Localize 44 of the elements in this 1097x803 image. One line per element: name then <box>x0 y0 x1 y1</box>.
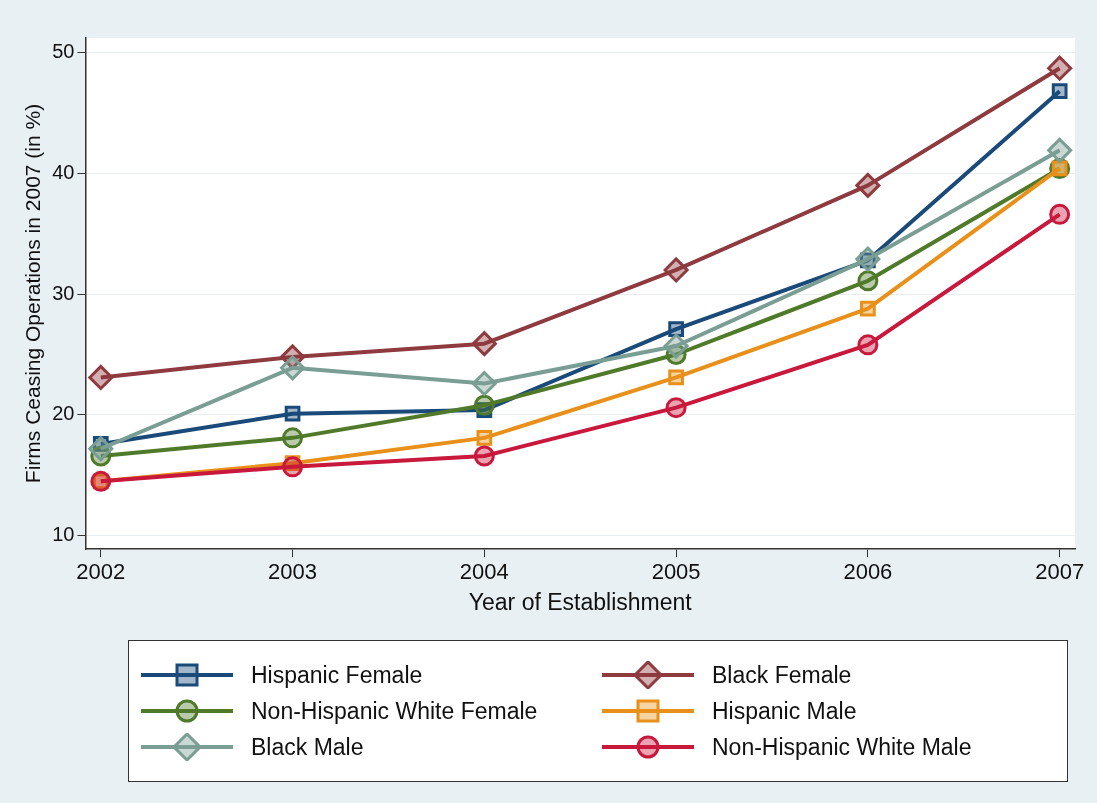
point <box>860 300 876 317</box>
point <box>1051 83 1068 100</box>
point <box>1049 203 1071 225</box>
y-tick-label: 40 <box>52 160 75 183</box>
point <box>471 371 497 396</box>
y-tick-label: 10 <box>52 523 75 546</box>
point <box>668 369 684 386</box>
x-tick-label: 2003 <box>268 559 318 585</box>
x-tick-label: 2007 <box>1035 559 1085 585</box>
point <box>663 333 689 359</box>
point <box>88 364 114 390</box>
point <box>665 397 687 419</box>
y-tick-label: 50 <box>52 40 75 63</box>
point <box>668 321 684 337</box>
point <box>476 430 493 446</box>
legend-label: Hispanic Male <box>712 697 857 725</box>
y-tick-label: 20 <box>52 402 75 425</box>
point <box>473 445 495 467</box>
y-tick-label: 30 <box>52 281 75 304</box>
legend-label: Non-Hispanic White Male <box>712 733 972 761</box>
point <box>663 257 689 283</box>
point <box>857 270 879 292</box>
y-axis-title: Firms Ceasing Operations in 2007 (in %) <box>21 103 45 484</box>
point <box>282 427 304 449</box>
legend-label: Black Male <box>251 733 364 761</box>
point <box>280 355 306 381</box>
point <box>284 405 301 422</box>
point <box>855 172 881 198</box>
x-tick-label: 2004 <box>459 559 509 585</box>
x-tick-label: 2006 <box>843 559 893 585</box>
legend-label: Non-Hispanic White Female <box>251 697 538 725</box>
point <box>473 394 495 416</box>
x-tick-label: 2002 <box>76 559 126 585</box>
point <box>88 436 114 462</box>
legend-label: Black Female <box>712 661 852 689</box>
x-axis-title: Year of Establishment <box>468 588 693 615</box>
legend-label: Hispanic Female <box>251 661 423 689</box>
point <box>857 334 879 356</box>
point <box>282 456 304 478</box>
point <box>1047 55 1073 81</box>
point <box>855 246 881 272</box>
point <box>1047 137 1073 163</box>
x-tick-label: 2005 <box>651 559 701 585</box>
point <box>471 331 497 357</box>
